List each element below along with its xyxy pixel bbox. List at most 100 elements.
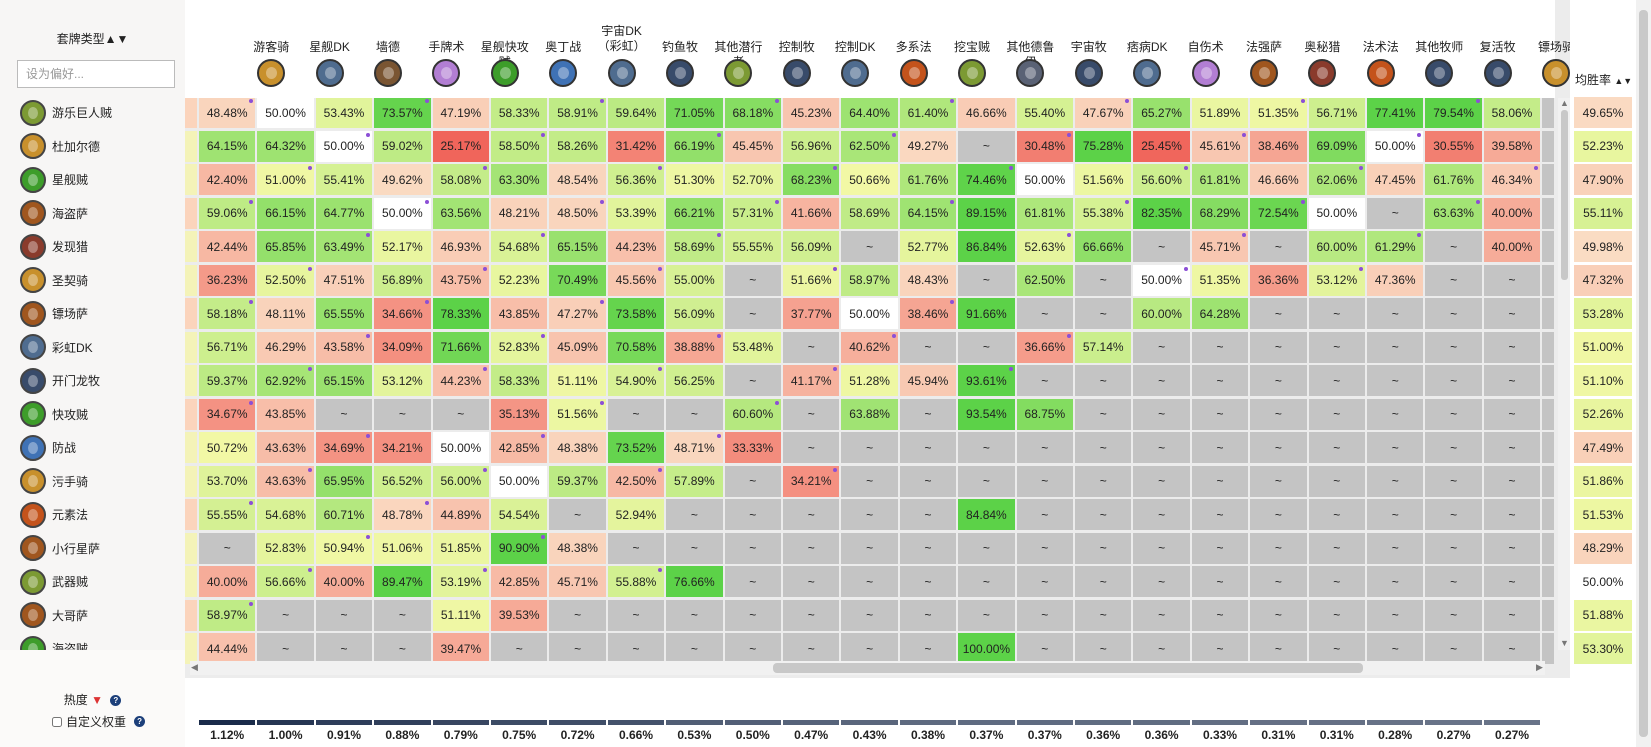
grid-cell[interactable]: 52.50% xyxy=(257,264,314,296)
grid-cell[interactable]: ~ xyxy=(899,499,957,530)
grid-cell[interactable]: 63.63% xyxy=(1425,197,1482,229)
deck-row-label[interactable]: 海盗萨 xyxy=(0,197,185,230)
grid-cell[interactable]: 39.58% xyxy=(1483,130,1541,162)
grid-cell[interactable]: ~ xyxy=(374,633,431,664)
grid-cell[interactable]: 45.61% xyxy=(1191,130,1249,162)
grid-cell[interactable]: 60.00% xyxy=(1308,231,1365,262)
grid-cell[interactable]: 42.40% xyxy=(199,164,256,195)
grid-cell[interactable]: 100.00% xyxy=(958,633,1015,664)
grid-cell[interactable]: ~ xyxy=(1016,566,1073,597)
grid-cell[interactable]: 51.28% xyxy=(841,365,898,396)
grid-cell[interactable]: 64.15% xyxy=(199,130,256,162)
grid-cell[interactable]: 61.76% xyxy=(1425,164,1482,195)
grid-cell[interactable]: ~ xyxy=(958,465,1015,497)
grid-cell[interactable]: 36.66% xyxy=(1016,331,1073,363)
column-header[interactable]: 手牌术 xyxy=(428,40,465,54)
grid-cell[interactable]: 56.66% xyxy=(257,566,314,597)
grid-cell[interactable]: 58.97% xyxy=(199,599,256,631)
column-header[interactable]: 墙德 xyxy=(375,40,400,54)
grid-cell[interactable]: ~ xyxy=(1133,398,1190,430)
deck-row-label[interactable]: 游乐巨人贼 xyxy=(0,96,185,129)
grid-cell[interactable]: 59.64% xyxy=(607,97,665,128)
grid-cell[interactable]: ~ xyxy=(1133,566,1190,597)
grid-cell[interactable]: 44.23% xyxy=(432,365,489,396)
grid-cell[interactable]: 52.70% xyxy=(724,164,781,195)
grid-cell[interactable]: 43.63% xyxy=(257,432,314,463)
grid-cell[interactable]: 73.52% xyxy=(607,432,665,463)
deck-row-label[interactable]: 污手骑 xyxy=(0,465,185,498)
grid-cell[interactable]: ~ xyxy=(1191,365,1249,396)
grid-cell[interactable]: 58.50% xyxy=(491,130,548,162)
grid-cell[interactable]: 31.42% xyxy=(607,130,665,162)
grid-cell[interactable]: 55.55% xyxy=(724,231,781,262)
grid-cell[interactable]: 48.48% xyxy=(199,97,256,128)
grid-cell[interactable]: ~ xyxy=(841,465,898,497)
grid-cell[interactable]: 76.66% xyxy=(666,566,723,597)
column-header[interactable]: 奥秘猎 xyxy=(1304,40,1341,54)
grid-cell[interactable]: ~ xyxy=(1425,566,1482,597)
grid-cell[interactable]: ~ xyxy=(1250,499,1307,530)
grid-cell[interactable]: ~ xyxy=(783,566,840,597)
grid-cell[interactable]: 48.43% xyxy=(899,264,957,296)
grid-cell[interactable]: 41.66% xyxy=(783,197,840,229)
grid-cell[interactable]: 43.85% xyxy=(491,298,548,329)
grid-cell[interactable]: 89.15% xyxy=(958,197,1015,229)
grid-cell[interactable]: 55.55% xyxy=(199,499,256,530)
grid-cell[interactable]: 50.00% xyxy=(1308,197,1365,229)
grid-cell[interactable]: ~ xyxy=(1308,599,1365,631)
grid-cell[interactable]: 58.26% xyxy=(549,130,606,162)
grid-cell[interactable]: ~ xyxy=(1191,398,1249,430)
grid-cell[interactable]: ~ xyxy=(1133,231,1190,262)
grid-cell[interactable]: ~ xyxy=(1425,633,1482,664)
grid-cell[interactable]: 62.06% xyxy=(1308,164,1365,195)
grid-cell[interactable]: ~ xyxy=(374,398,431,430)
grid-cell[interactable]: 52.17% xyxy=(374,231,431,262)
grid-cell[interactable]: 58.69% xyxy=(666,231,723,262)
grid-cell[interactable]: ~ xyxy=(666,398,723,430)
grid-cell[interactable]: ~ xyxy=(1425,298,1482,329)
deck-row-label[interactable]: 小行星萨 xyxy=(0,532,185,565)
grid-cell[interactable]: ~ xyxy=(666,633,723,664)
grid-cell[interactable]: 53.39% xyxy=(607,197,665,229)
grid-cell[interactable]: ~ xyxy=(1367,197,1424,229)
grid-cell[interactable]: 57.14% xyxy=(1075,331,1132,363)
scroll-down-icon[interactable]: ▼ xyxy=(1560,638,1569,648)
grid-cell[interactable]: ~ xyxy=(899,398,957,430)
grid-cell[interactable]: 50.94% xyxy=(315,532,373,564)
grid-cell[interactable]: 58.33% xyxy=(491,97,548,128)
grid-cell[interactable]: ~ xyxy=(1250,465,1307,497)
grid-cell[interactable]: ~ xyxy=(1250,599,1307,631)
grid-cell[interactable]: ~ xyxy=(841,599,898,631)
column-header[interactable]: 游客骑 xyxy=(253,40,290,54)
sort-toggle-icon[interactable]: ▲▼ xyxy=(1614,76,1633,86)
grid-cell[interactable]: ~ xyxy=(1367,331,1424,363)
grid-cell[interactable]: 52.77% xyxy=(899,231,957,262)
grid-cell[interactable]: ~ xyxy=(724,264,781,296)
grid-cell[interactable]: 48.38% xyxy=(549,432,606,463)
grid-cell[interactable]: 58.18% xyxy=(199,298,256,329)
grid-cell[interactable]: ~ xyxy=(899,465,957,497)
grid-cell[interactable]: 39.53% xyxy=(491,599,548,631)
grid-cell[interactable]: 51.00% xyxy=(257,164,314,195)
custom-weight-checkbox[interactable] xyxy=(52,716,62,727)
grid-cell[interactable]: 50.00% xyxy=(1367,130,1424,162)
grid-cell[interactable]: ~ xyxy=(1075,432,1132,463)
grid-cell[interactable]: 63.49% xyxy=(315,231,373,262)
grid-cell[interactable]: 50.00% xyxy=(1016,164,1073,195)
grid-cell[interactable]: ~ xyxy=(783,398,840,430)
grid-cell[interactable]: 71.66% xyxy=(432,331,489,363)
grid-cell[interactable]: ~ xyxy=(1425,532,1482,564)
grid-cell[interactable]: 62.92% xyxy=(257,365,314,396)
grid-cell[interactable]: ~ xyxy=(899,599,957,631)
grid-cell[interactable]: 61.76% xyxy=(899,164,957,195)
grid-cell[interactable]: 58.06% xyxy=(1483,97,1541,128)
deck-row-label[interactable]: 星舰贼 xyxy=(0,163,185,196)
grid-cell[interactable]: ~ xyxy=(1250,566,1307,597)
grid-cell[interactable]: 54.90% xyxy=(607,365,665,396)
grid-cell[interactable]: 64.77% xyxy=(315,197,373,229)
grid-cell[interactable]: 59.06% xyxy=(199,197,256,229)
grid-cell[interactable]: 42.50% xyxy=(607,465,665,497)
grid-cell[interactable]: ~ xyxy=(1308,465,1365,497)
grid-cell[interactable]: 55.40% xyxy=(1016,97,1073,128)
grid-cell[interactable]: 53.19% xyxy=(432,566,489,597)
